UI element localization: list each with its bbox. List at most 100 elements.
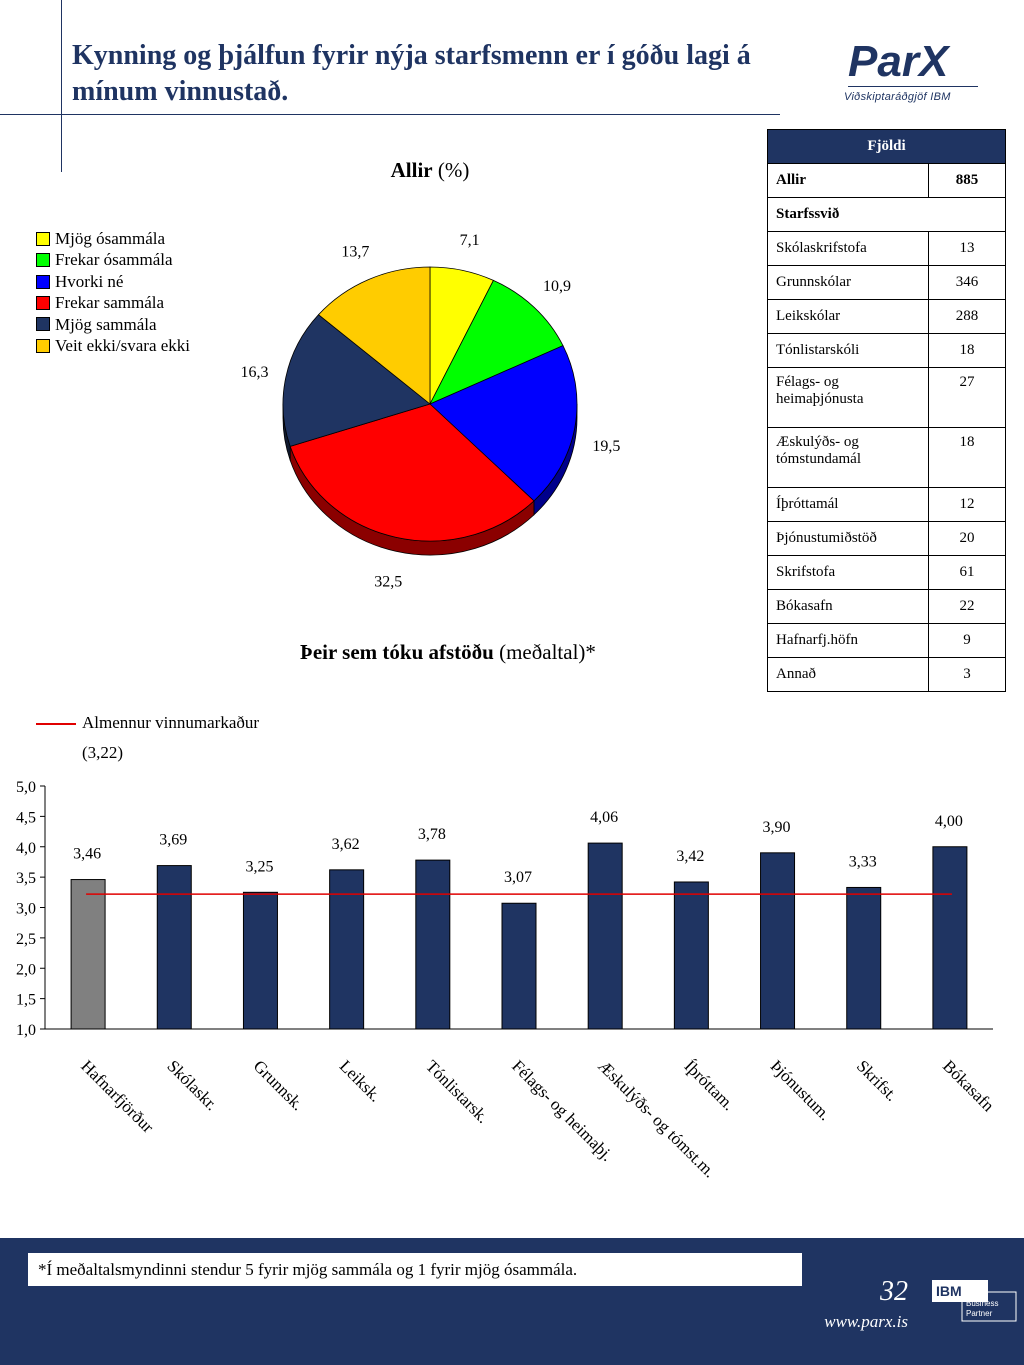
legend-item: Hvorki né [36,271,190,292]
bar [587,842,623,1030]
pie-chart: 7,1 10,9 19,5 32,5 16,3 13,7 [240,232,620,590]
x-category-label: Tónlistarsk. [422,1056,493,1127]
table-row-value: 27 [928,367,1006,428]
bar [329,869,365,1030]
table-row-label: Bókasafn [767,589,929,624]
pie-data-label: 19,5 [592,438,620,455]
pie-slice [429,279,564,405]
legend-item: Frekar ósammála [36,249,190,270]
parx-logo: ParX Viðskiptaráðgjöf IBM [844,40,988,103]
table-row-label: Æskulýðs- og tómstundamál [767,427,929,488]
table-row-label: Tónlistarskóli [767,333,929,368]
table-row-value: 18 [928,333,1006,368]
pie-slice [282,314,431,447]
header-vertical-rule [61,0,62,172]
table-row: Félags- og heimaþjónusta 27 [767,367,1006,428]
table-header: Fjöldi [767,129,1006,164]
table-row: Bókasafn 22 [767,589,1006,624]
legend-swatch [36,231,50,246]
bar-data-label: 3,78 [418,826,446,843]
bar-chart: 1,0 1,5 2,0 2,5 3,0 3,5 4,0 4,5 5,0 3,46 Hafnarfjö… [16,779,998,1181]
table-row: Skólaskrifstofa 13 [767,231,1006,266]
table-row-value: 9 [928,623,1006,658]
table-row-value: 22 [928,589,1006,624]
legend-swatch [36,317,50,332]
table-row: Skrifstofa 61 [767,555,1006,590]
y-tick-label: 2,0 [16,961,36,978]
legend-item: Frekar sammála [36,292,190,313]
footer-url: www.parx.is [824,1312,908,1331]
x-category-label: Leiksk. [336,1056,385,1105]
reference-legend-line [36,723,76,726]
bar [932,846,968,1030]
pie-data-label: 10,9 [543,278,571,295]
logo-underline [848,86,978,87]
table-row: Leikskólar 288 [767,299,1006,334]
reference-legend-value: (3,22) [82,743,124,762]
x-category-label: Íþróttam. [681,1056,739,1114]
header-horizontal-rule [0,114,780,115]
table-row: Þjónustumiðstöð 20 [767,521,1006,556]
count-table: Fjöldi Allir 885 Starfssvið Skólaskrifst… [767,129,1006,692]
pie-slice [429,345,578,502]
pie-slice [289,403,535,542]
pie-title-bold: Allir [390,158,433,182]
ibm-badge-partner: Partner [966,1309,993,1318]
pie-data-label: 13,7 [341,243,369,260]
table-row-label: Þjónustumiðstöð [767,521,929,556]
legend-label: Frekar sammála [55,293,165,313]
y-tick-label: 4,0 [16,840,36,857]
y-tick-label: 1,5 [16,992,36,1009]
bar [760,852,796,1030]
table-row-label: Grunnskólar [767,265,929,300]
table-row-label: Annað [767,657,929,692]
table-row-value: 20 [928,521,1006,556]
legend-label: Mjög sammála [55,314,157,334]
bar [846,886,882,1030]
pie-data-label: 7,1 [460,232,480,249]
bar-data-label: 3,46 [73,846,101,863]
x-category-label: Grunnsk. [250,1056,308,1114]
x-category-label: Bókasafn [939,1056,998,1115]
bar-title-bold: Þeir sem tóku afstöðu [300,640,494,664]
table-row: Tónlistarskóli 18 [767,333,1006,368]
ibm-badge-text: IBM [936,1283,962,1299]
y-tick-label: 3,5 [16,870,36,887]
table-row-label: Íþróttamál [767,487,929,522]
y-tick-label: 5,0 [16,779,36,796]
bar [673,881,709,1030]
y-tick-label: 3,0 [16,901,36,918]
x-category-label: Hafnarfjörður [77,1056,157,1136]
y-tick-label: 4,5 [16,809,36,826]
legend-label: Veit ekki/svara ekki [55,336,191,356]
page-number: 32 [880,1276,908,1307]
page-title: Kynning og þjálfun fyrir nýja starfsmenn… [72,40,751,107]
bar-data-label: 4,00 [935,813,963,830]
table-row-value: 18 [928,427,1006,488]
bar [70,879,106,1030]
bar [501,902,537,1030]
table-row: Æskulýðs- og tómstundamál 18 [767,427,1006,488]
table-row-value: 12 [928,487,1006,522]
x-category-label: Skólaskr. [163,1056,221,1114]
ibm-badge-frame [961,1291,1017,1322]
bar-data-label: 3,69 [159,832,187,849]
total-label: Allir [767,163,929,198]
table-row-label: Leikskólar [767,299,929,334]
x-category-label: Skrifst. [853,1056,902,1105]
table-row-label: Skrifstofa [767,555,929,590]
bar-data-label: 3,42 [676,848,704,865]
legend-label: Mjög ósammála [55,229,166,248]
legend-label: Frekar ósammála [55,250,173,270]
ibm-badge-business: Business [966,1299,998,1308]
table-row: Annað 3 [767,657,1006,692]
pie-legend: Mjög ósammála Frekar ósammála Hvorki né Fre… [36,228,190,356]
bar-data-label: 3,62 [332,836,360,853]
legend-swatch [36,295,50,310]
section-label: Starfssvið [767,197,1006,232]
legend-swatch [36,253,50,268]
bar [242,891,278,1030]
ibm-badge-top [932,1280,988,1302]
bar-data-label: 3,07 [504,869,532,886]
bar-data-label: 3,25 [245,858,273,875]
